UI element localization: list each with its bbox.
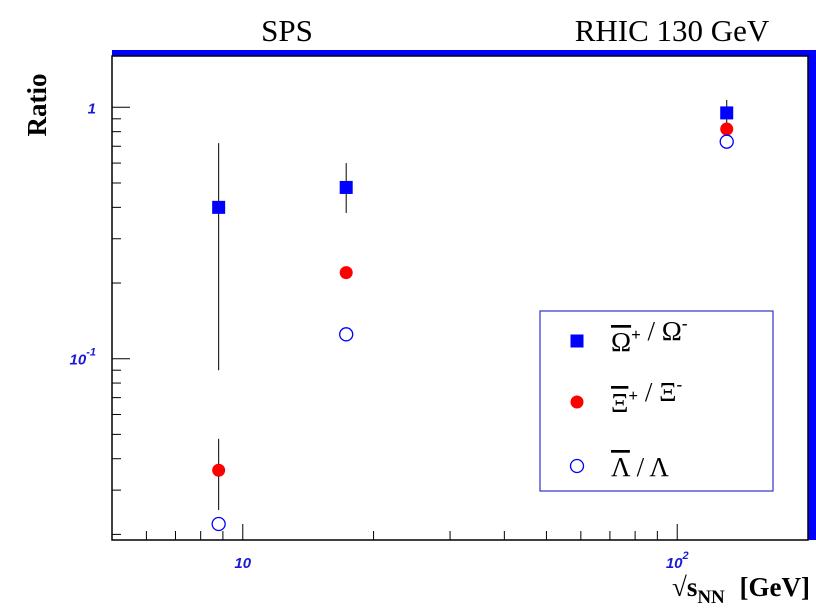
y-tick-label-base: 1	[88, 100, 96, 117]
legend-label-denominator: Ω	[662, 316, 682, 346]
x-axis-label-subscript: NN	[697, 587, 725, 608]
x-tick-label-base: 10	[234, 555, 251, 572]
x-axis-label-unit: [GeV]	[740, 572, 810, 602]
legend-label: Ξ+ / Ξ-	[611, 375, 682, 418]
x-tick-label-exp: 2	[682, 550, 689, 562]
x-tick-label: 102	[666, 550, 689, 572]
legend-label-denominator-sup: -	[682, 314, 688, 333]
data-point-filled-square	[339, 180, 353, 194]
legend-marker-filled-square	[570, 334, 584, 348]
y-tick-label: 1	[88, 100, 96, 117]
legend-label: Ω+ / Ω-	[611, 314, 688, 357]
y-tick-label-base: 10	[70, 352, 87, 369]
points-layer	[211, 99, 734, 532]
legend-label-numerator-sup: +	[628, 386, 638, 405]
y-axis-label: Ratio	[22, 74, 52, 137]
data-point-filled-circle	[720, 122, 734, 136]
x-axis-label: √sNN [GeV]	[672, 572, 810, 608]
legend-label-numerator: Λ	[611, 452, 631, 482]
legend-label-denominator: Ξ	[659, 377, 676, 407]
data-point-filled-square	[212, 200, 226, 214]
data-point-filled-square	[720, 106, 734, 120]
frame-shadow-top	[112, 50, 816, 56]
legend-marker-open-circle	[569, 458, 585, 474]
x-axis-label-root: √s	[672, 572, 697, 602]
top-label-sps: SPS	[261, 13, 313, 48]
x-axis-label-gap	[725, 572, 732, 602]
data-point-filled-circle	[339, 266, 353, 280]
legend-label-separator: /	[630, 452, 650, 482]
legend-label-numerator: Ξ	[611, 388, 628, 418]
legend-label: Λ / Λ	[611, 452, 669, 482]
legend-marker-filled-circle	[570, 395, 584, 409]
data-point-open-circle	[211, 516, 226, 532]
y-tick-label: 10-1	[70, 347, 96, 369]
x-tick-label: 10	[234, 555, 251, 572]
legend-label-denominator-sup: -	[676, 375, 682, 394]
legend: Ω+ / Ω-Ξ+ / Ξ-Λ / Λ	[539, 310, 774, 492]
y-tick-label-exp: -1	[86, 347, 96, 359]
data-point-filled-circle	[212, 463, 226, 477]
legend-entries: Ω+ / Ω-Ξ+ / Ξ-Λ / Λ	[569, 314, 688, 482]
legend-label-numerator-sup: +	[631, 325, 641, 344]
data-point-open-circle	[339, 327, 354, 342]
legend-label-separator: /	[638, 377, 659, 407]
legend-label-numerator: Ω	[611, 327, 631, 357]
legend-label-denominator: Λ	[649, 452, 669, 482]
data-point-open-circle	[719, 134, 734, 149]
top-label-rhic: RHIC 130 GeV	[575, 13, 770, 48]
legend-label-separator: /	[641, 316, 662, 346]
frame-shadow-right	[808, 50, 816, 540]
x-tick-label-base: 10	[666, 555, 683, 572]
